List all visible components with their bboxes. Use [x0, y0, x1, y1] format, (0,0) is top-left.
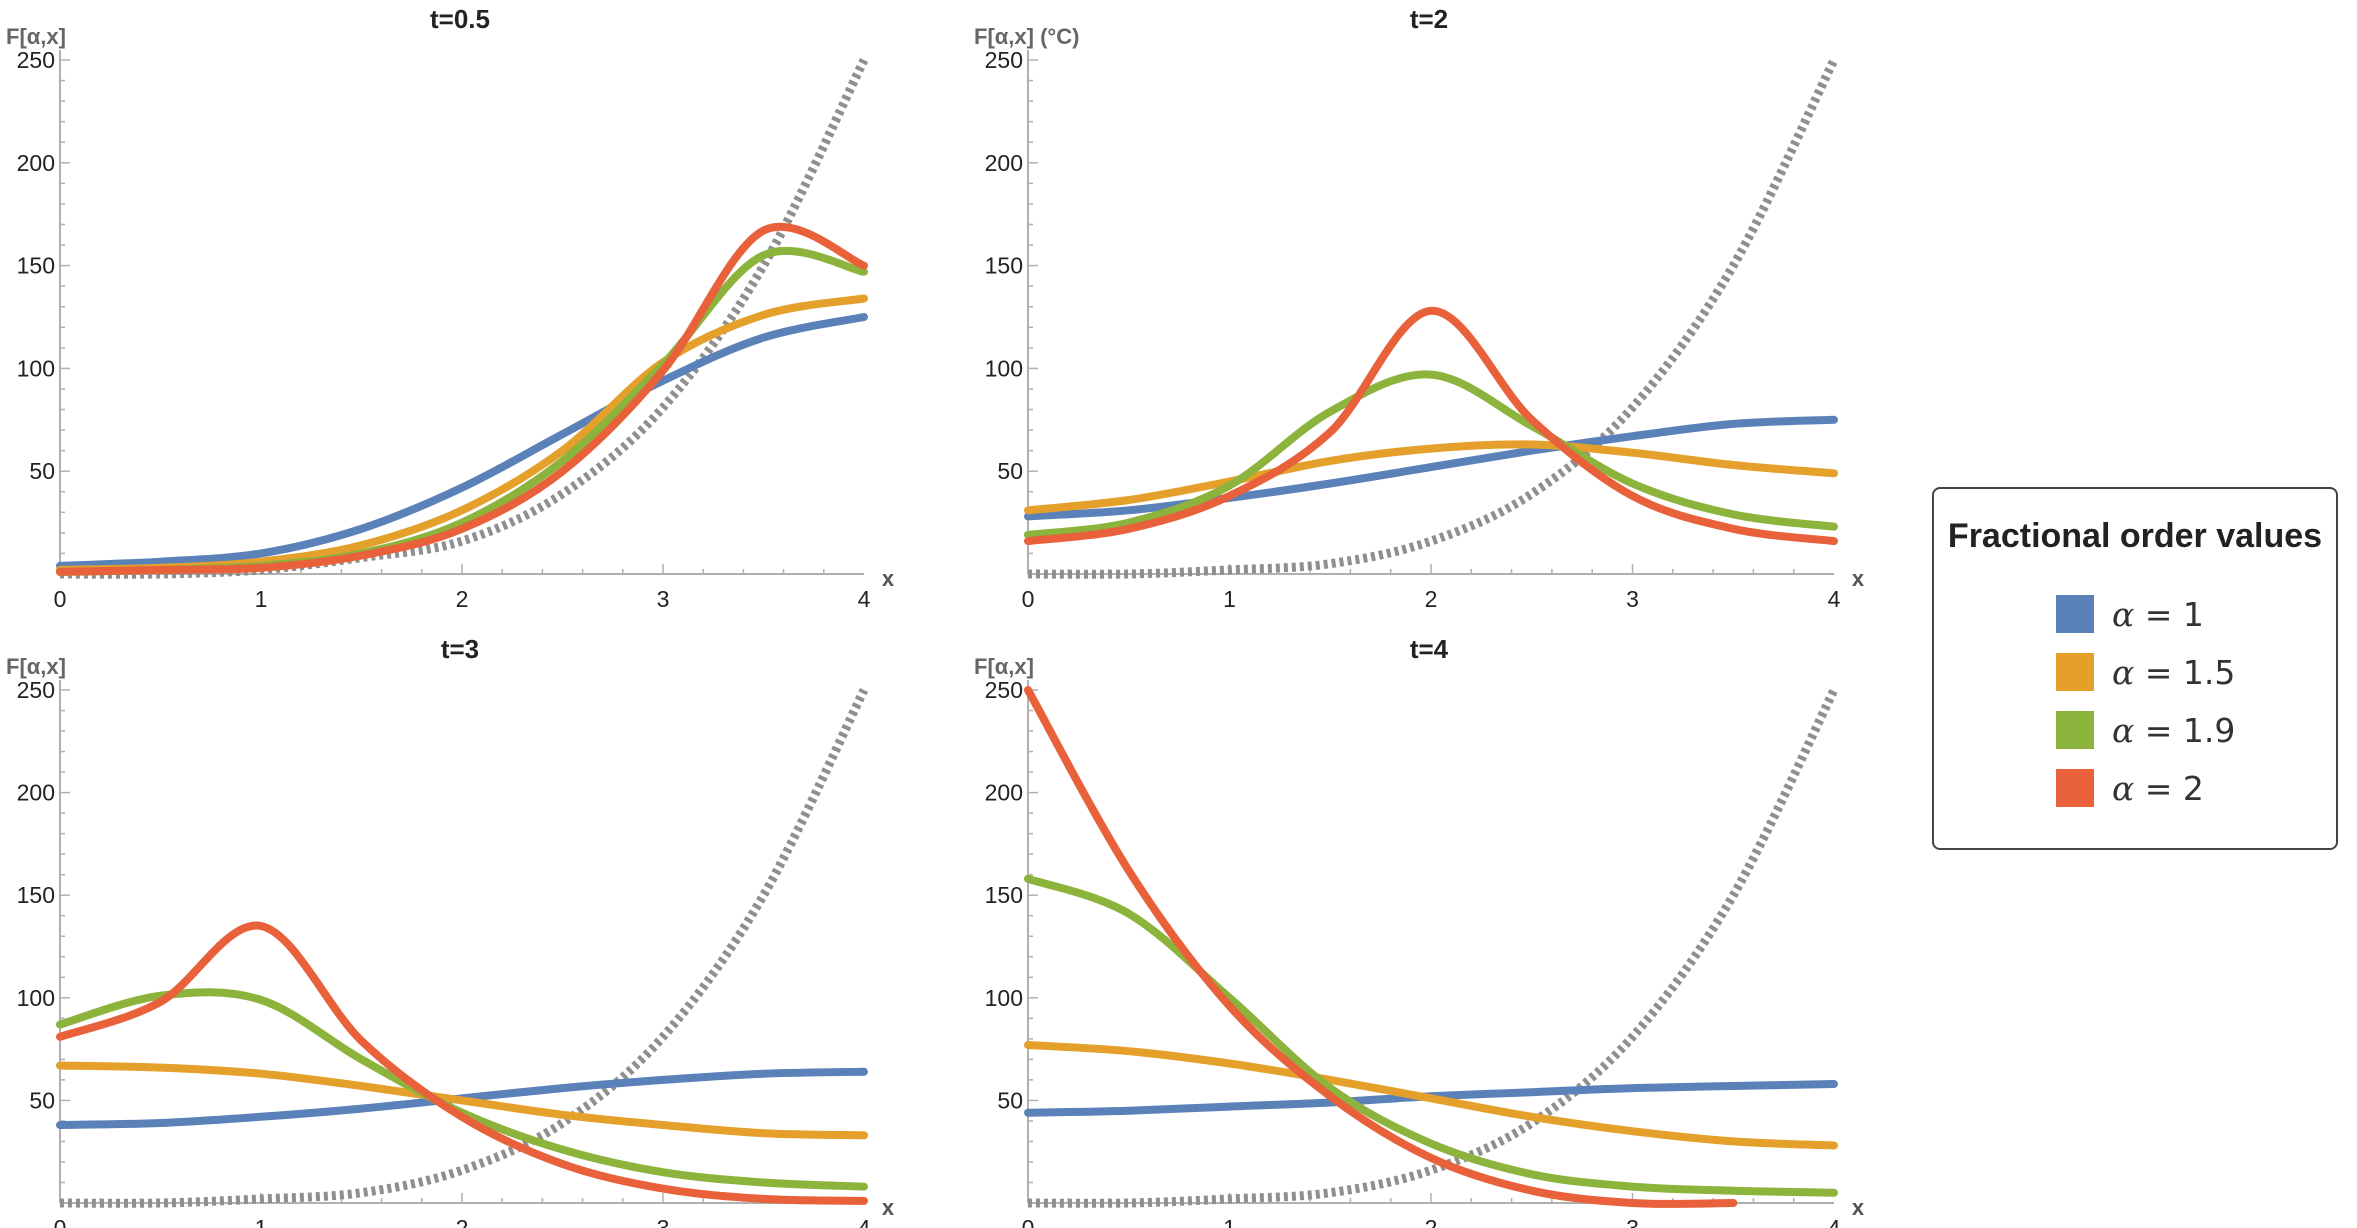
y-axis-label: F[α,x]: [6, 654, 66, 679]
series-line-reference: [1027, 58, 1839, 579]
x-tick-label: 1: [1223, 1215, 1236, 1228]
x-tick-label: 2: [456, 1215, 469, 1228]
legend-item-alpha-1: α = 1: [2056, 592, 2204, 636]
y-tick-label: 200: [17, 780, 55, 806]
x-tick-label: 1: [1223, 586, 1236, 612]
y-tick-label: 250: [985, 677, 1023, 703]
series-line-1: [1024, 415, 1838, 521]
x-tick-label: 3: [657, 586, 670, 612]
legend-label-alpha-1-9: α = 1.9: [2112, 710, 2236, 750]
y-tick-label: 50: [997, 1087, 1023, 1113]
legend-item-alpha-1-9: α = 1.9: [2056, 708, 2235, 752]
legend-swatch-alpha-1: [2056, 595, 2094, 633]
x-tick-label: 3: [1626, 1215, 1639, 1228]
series-line-2: [1024, 686, 1738, 1208]
y-tick-label: 50: [29, 458, 55, 484]
legend-swatch-alpha-2: [2056, 769, 2094, 807]
x-tick-label: 3: [1626, 586, 1639, 612]
y-tick-label: 150: [985, 882, 1023, 908]
y-tick-label: 200: [985, 780, 1023, 806]
x-axis-label: x: [1852, 1195, 1865, 1220]
y-tick-label: 250: [985, 47, 1023, 73]
series-line-1-9: [56, 246, 868, 576]
legend-label-alpha-2: α = 2: [2112, 768, 2204, 808]
series-line-1-9: [1024, 874, 1838, 1197]
panel-1: 50 100 150 200 250 0 1 2 3 4x F[α,x] t=0.5: [6, 4, 895, 612]
x-tick-label: 0: [1022, 1215, 1035, 1228]
panel-title: t=2: [1410, 4, 1448, 34]
series-line-2: [1024, 306, 1838, 546]
legend-item-alpha-2: α = 2: [2056, 766, 2204, 810]
series-line-reference: [59, 688, 869, 1208]
y-tick-label: 100: [985, 985, 1023, 1011]
y-tick-label: 200: [985, 150, 1023, 176]
y-tick-label: 250: [17, 47, 55, 73]
panel-2: 50 100 150 200 250 0 1 2 3 4x F[α,x] (°C) t=2: [974, 4, 1865, 612]
series-line-2: [56, 921, 868, 1205]
series-line-1-9: [56, 988, 868, 1191]
series-line-1-5: [1024, 1041, 1838, 1150]
y-tick-label: 250: [17, 677, 55, 703]
x-axis-label: x: [882, 566, 895, 591]
series-line-1-5: [56, 1061, 868, 1140]
panel-3: 50 100 150 200 250 0 1 2 3 4x F[α,x] t=3: [6, 634, 895, 1228]
y-tick-label: 50: [997, 458, 1023, 484]
x-tick-label: 2: [1425, 586, 1438, 612]
x-axis-label: x: [882, 1195, 895, 1220]
series-line-reference: [59, 58, 869, 579]
x-tick-label: 4: [1828, 1215, 1841, 1228]
y-tick-label: 50: [29, 1087, 55, 1113]
x-tick-label: 4: [1828, 586, 1841, 612]
series-line-1-5: [1024, 440, 1838, 515]
x-axis-label: x: [1852, 566, 1865, 591]
legend: Fractional order values α = 1 α = 1.5 α …: [1932, 487, 2338, 850]
panel-title: t=3: [441, 634, 479, 664]
legend-item-alpha-1-5: α = 1.5: [2056, 650, 2235, 694]
y-tick-label: 100: [985, 355, 1023, 381]
legend-swatch-alpha-1-5: [2056, 653, 2094, 691]
x-tick-label: 2: [456, 586, 469, 612]
x-tick-label: 0: [1022, 586, 1035, 612]
y-axis-label: F[α,x]: [974, 654, 1034, 679]
x-tick-label: 0: [54, 1215, 67, 1228]
y-tick-label: 100: [17, 355, 55, 381]
x-tick-label: 3: [657, 1215, 670, 1228]
y-tick-label: 150: [17, 253, 55, 279]
series-line-1-9: [1024, 370, 1838, 539]
x-tick-label: 1: [255, 1215, 268, 1228]
y-axis-label: F[α,x]: [6, 24, 66, 49]
legend-swatch-alpha-1-9: [2056, 711, 2094, 749]
panel-title: t=4: [1410, 634, 1449, 664]
legend-title: Fractional order values: [1947, 517, 2323, 555]
x-tick-label: 4: [858, 1215, 871, 1228]
y-tick-label: 150: [985, 253, 1023, 279]
x-tick-label: 2: [1425, 1215, 1438, 1228]
legend-label-alpha-1: α = 1: [2112, 594, 2204, 634]
panel-4: 50 100 150 200 250 0 1 2 3 4x F[α,x] t=4: [974, 634, 1865, 1228]
x-tick-label: 0: [54, 586, 67, 612]
y-tick-label: 200: [17, 150, 55, 176]
y-tick-label: 100: [17, 985, 55, 1011]
y-axis-label: F[α,x] (°C): [974, 24, 1079, 49]
series-line-1: [56, 313, 868, 570]
series-line-reference: [1027, 688, 1839, 1208]
legend-label-alpha-1-5: α = 1.5: [2112, 652, 2236, 692]
x-tick-label: 1: [255, 586, 268, 612]
y-tick-label: 150: [17, 882, 55, 908]
series-line-2: [56, 222, 868, 576]
panel-title: t=0.5: [430, 4, 490, 34]
x-tick-label: 4: [858, 586, 871, 612]
